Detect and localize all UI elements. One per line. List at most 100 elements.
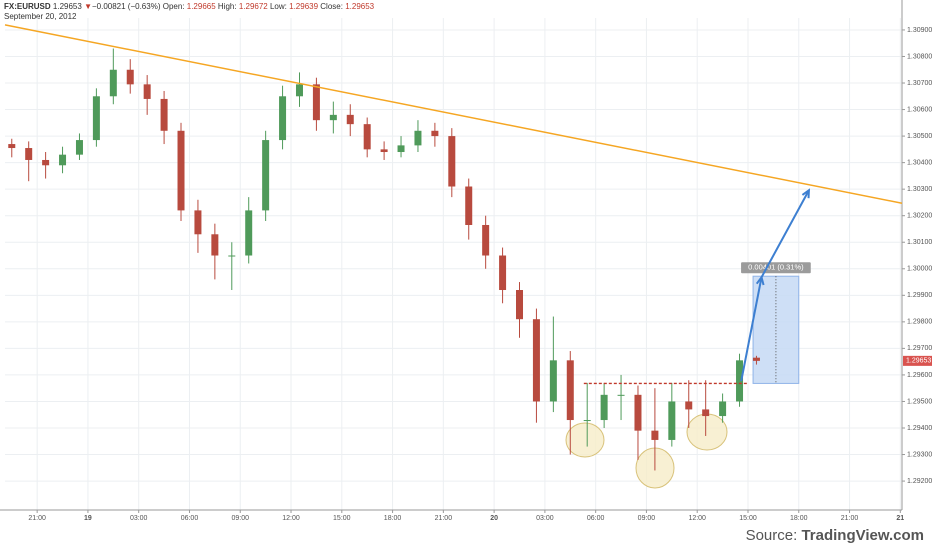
y-tick-label: 1.29200 bbox=[907, 478, 932, 485]
candle-body bbox=[329, 114, 337, 121]
candle-body bbox=[566, 360, 574, 421]
arrow-head bbox=[755, 275, 765, 286]
candle-body bbox=[245, 210, 253, 256]
x-tick-label: 03:00 bbox=[130, 515, 148, 522]
source: Source: TradingView.com bbox=[746, 527, 924, 544]
source-name: TradingView.com bbox=[801, 527, 924, 544]
field-value: 1.29639 bbox=[289, 2, 319, 11]
y-tick-label: 1.29700 bbox=[907, 345, 932, 352]
x-tick-label: 06:00 bbox=[181, 515, 199, 522]
candle-body bbox=[262, 140, 270, 211]
candle-body bbox=[8, 144, 16, 149]
candle-body bbox=[160, 98, 168, 131]
candle-body bbox=[736, 360, 744, 402]
y-tick-label: 1.29400 bbox=[907, 425, 932, 432]
header: FX:EURUSD 1.29653 ▼−0.00821 (−0.63%) Ope… bbox=[4, 2, 374, 22]
quote-line: FX:EURUSD 1.29653 ▼−0.00821 (−0.63%) Ope… bbox=[4, 2, 374, 12]
x-tick-label: 09:00 bbox=[231, 515, 249, 522]
x-tick-label: 20 bbox=[490, 515, 498, 522]
candle-body bbox=[414, 130, 422, 146]
candle-body bbox=[617, 394, 625, 396]
candle-body bbox=[752, 357, 760, 361]
y-tick-label: 1.29600 bbox=[907, 372, 932, 379]
y-tick-label: 1.30800 bbox=[907, 53, 932, 60]
y-tick-label: 1.30300 bbox=[907, 186, 932, 193]
x-tick-label: 18:00 bbox=[384, 515, 402, 522]
date: September 20, 2012 bbox=[4, 12, 77, 21]
candle-body bbox=[109, 69, 117, 97]
candle-body bbox=[719, 401, 727, 417]
candle-body bbox=[448, 136, 456, 187]
candle-body bbox=[651, 430, 659, 440]
price: 1.29653 bbox=[52, 2, 82, 11]
x-tick-label: 15:00 bbox=[739, 515, 757, 522]
x-tick-label: 03:00 bbox=[536, 515, 554, 522]
candle-body bbox=[177, 130, 185, 211]
candle-body bbox=[465, 186, 473, 225]
symbol: FX:EURUSD bbox=[4, 2, 51, 11]
candle-body bbox=[685, 401, 693, 410]
trendline bbox=[4, 24, 903, 204]
candle-body bbox=[431, 130, 439, 137]
candle-body bbox=[634, 394, 642, 431]
y-tick-label: 1.30200 bbox=[907, 213, 932, 220]
candle-body bbox=[126, 69, 134, 85]
x-tick-label: 21:00 bbox=[435, 515, 453, 522]
field-value: 1.29672 bbox=[238, 2, 268, 11]
candle-body bbox=[59, 154, 67, 166]
x-tick-label: 15:00 bbox=[333, 515, 351, 522]
ohlc-fields: Open: 1.29665 High: 1.29672 Low: 1.29639… bbox=[163, 2, 374, 11]
x-tick-label: 19 bbox=[84, 515, 92, 522]
candle-body bbox=[211, 234, 219, 256]
candle-body bbox=[668, 401, 676, 440]
x-tick-label: 21 bbox=[896, 515, 904, 522]
candle-body bbox=[380, 149, 388, 153]
candle-body bbox=[397, 145, 405, 153]
candle-body bbox=[532, 319, 540, 402]
x-tick-label: 12:00 bbox=[688, 515, 706, 522]
y-tick-label: 1.30500 bbox=[907, 133, 932, 140]
pattern-highlight bbox=[565, 422, 605, 458]
source-prefix: Source: bbox=[745, 527, 798, 544]
projection-label-bg bbox=[741, 262, 811, 274]
y-tick-label: 1.30100 bbox=[907, 239, 932, 246]
x-tick-label: 06:00 bbox=[587, 515, 605, 522]
candle-body bbox=[516, 290, 524, 320]
field-label: High: bbox=[217, 2, 237, 11]
y-tick-label: 1.29900 bbox=[907, 292, 932, 299]
price-tag bbox=[903, 355, 932, 366]
candle-body bbox=[228, 255, 236, 257]
candle-body bbox=[92, 96, 100, 141]
y-tick-label: 1.29300 bbox=[907, 451, 932, 458]
candle-body bbox=[499, 255, 507, 291]
candle-body bbox=[600, 394, 608, 421]
candle-body bbox=[363, 124, 371, 150]
x-tick-label: 18:00 bbox=[790, 515, 808, 522]
candle-body bbox=[549, 360, 557, 402]
field-label: Low: bbox=[269, 2, 287, 11]
arrow-head bbox=[801, 188, 811, 199]
projection-label: 0.00401 (0.31%) bbox=[748, 263, 804, 272]
y-tick-label: 1.30400 bbox=[907, 159, 932, 166]
candle-body bbox=[482, 224, 490, 256]
x-tick-label: 21:00 bbox=[841, 515, 859, 522]
x-tick-label: 12:00 bbox=[282, 515, 300, 522]
candle-body bbox=[312, 84, 320, 121]
candle-body bbox=[42, 159, 50, 166]
candle-body bbox=[75, 140, 83, 155]
field-value: 1.29665 bbox=[186, 2, 216, 11]
x-tick-label: 09:00 bbox=[638, 515, 656, 522]
x-tick-label: 21:00 bbox=[28, 515, 46, 522]
down-icon: ▼ bbox=[84, 2, 92, 11]
y-tick-label: 1.30900 bbox=[907, 27, 932, 34]
candle-body bbox=[346, 114, 354, 125]
projection-box bbox=[752, 275, 800, 384]
candle-body bbox=[295, 84, 303, 97]
change: −0.00821 (−0.63%) bbox=[91, 2, 161, 11]
y-tick-label: 1.29800 bbox=[907, 319, 932, 326]
y-tick-label: 1.30000 bbox=[907, 266, 932, 273]
field-label: Open: bbox=[162, 2, 185, 11]
candle-body bbox=[194, 210, 202, 235]
